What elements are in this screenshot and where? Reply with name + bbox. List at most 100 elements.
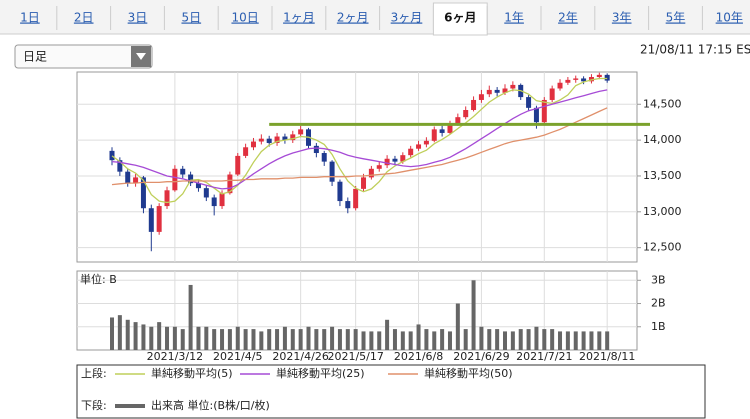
- candle-body: [140, 177, 146, 209]
- tab[interactable]: 3年: [612, 11, 632, 25]
- y-tick-label: 14,000: [643, 133, 682, 146]
- volume-bar: [243, 329, 248, 350]
- volume-bar: [298, 329, 303, 350]
- tab[interactable]: 2ヶ月: [337, 11, 369, 25]
- x-tick-label: 2021/7/21: [516, 350, 572, 363]
- x-tick-label: 2021/3/12: [147, 350, 203, 363]
- tab[interactable]: 6ヶ月: [444, 11, 476, 25]
- volume-bar: [385, 319, 390, 350]
- volume-bar: [369, 331, 374, 350]
- candle-body: [117, 160, 123, 172]
- volume-bar: [377, 331, 382, 350]
- volume-bar: [510, 331, 515, 350]
- candle-body: [353, 188, 359, 209]
- candle-body: [188, 174, 194, 184]
- legend-label: 下段:: [81, 398, 107, 412]
- volume-bar: [172, 326, 177, 350]
- tab[interactable]: 2年: [558, 11, 578, 25]
- x-tick-label: 2021/5/17: [327, 350, 383, 363]
- tab[interactable]: 1ヶ月: [283, 11, 315, 25]
- candle-body: [439, 129, 445, 133]
- volume-bar: [542, 329, 547, 350]
- volume-bar: [125, 319, 130, 350]
- x-tick-label: 2021/8/11: [579, 350, 635, 363]
- candle-body: [423, 140, 429, 145]
- volume-bar: [282, 326, 287, 350]
- volume-bar: [534, 326, 539, 350]
- moving-average-line: [111, 77, 608, 204]
- tab[interactable]: 1年: [504, 11, 524, 25]
- tab[interactable]: 1日: [20, 11, 40, 25]
- candle-body: [376, 165, 382, 169]
- candle-body: [361, 177, 367, 189]
- volume-bar: [188, 284, 193, 350]
- candle-body: [581, 78, 587, 82]
- volume-bar: [267, 329, 272, 350]
- moving-average-line: [111, 89, 608, 190]
- candle-body: [250, 141, 256, 148]
- volume-bar: [133, 322, 138, 350]
- volume-bar: [345, 329, 350, 350]
- dropdown-label[interactable]: 日足: [23, 50, 47, 64]
- tab[interactable]: 5年: [666, 11, 686, 25]
- dropdown-box[interactable]: [14, 44, 153, 69]
- tab[interactable]: 10年: [716, 11, 743, 25]
- candle-body: [258, 138, 264, 142]
- volume-bar: [353, 329, 358, 350]
- period-dropdown[interactable]: 日足: [14, 44, 153, 69]
- volume-bar: [180, 329, 185, 350]
- tab[interactable]: 2日: [74, 11, 94, 25]
- volume-bar: [479, 326, 484, 350]
- candle-body: [447, 123, 453, 133]
- candle-body: [400, 155, 406, 162]
- volume-bar: [212, 329, 217, 350]
- volume-bar: [550, 329, 555, 350]
- candle-body: [125, 171, 131, 184]
- volume-bar: [518, 329, 523, 350]
- candle-body: [533, 107, 539, 123]
- tab[interactable]: 3日: [128, 11, 148, 25]
- volume-bar: [558, 331, 563, 350]
- y-tick-label: 2B: [651, 297, 666, 310]
- candle-body: [203, 188, 209, 198]
- volume-bar: [463, 329, 468, 350]
- candle-body: [211, 197, 217, 207]
- volume-bar: [392, 329, 397, 350]
- y-tick-label: 13,000: [643, 205, 682, 218]
- volume-bar: [220, 329, 225, 350]
- volume-bar: [157, 322, 162, 350]
- y-tick-label: 14,500: [643, 97, 682, 110]
- volume-bar: [424, 329, 429, 350]
- candle-body: [502, 88, 508, 93]
- tab[interactable]: 3ヶ月: [391, 11, 423, 25]
- candle-body: [392, 158, 398, 162]
- y-tick-label: 1B: [651, 320, 666, 333]
- volume-bar: [408, 331, 413, 350]
- volume-bar: [251, 329, 256, 350]
- candle-body: [180, 168, 186, 175]
- tab[interactable]: 10日: [231, 11, 258, 25]
- dropdown-arrow: [136, 53, 146, 60]
- volume-bar: [149, 326, 154, 350]
- candle-body: [471, 99, 477, 110]
- volume-bar: [432, 331, 437, 350]
- candle-body: [266, 138, 272, 143]
- tab[interactable]: 5日: [181, 11, 201, 25]
- candle-body: [588, 77, 594, 82]
- candle-body: [416, 144, 422, 149]
- candle-body: [243, 147, 249, 156]
- candle-body: [164, 190, 170, 207]
- candle-body: [557, 82, 563, 89]
- candle-body: [604, 74, 610, 81]
- candle-body: [486, 89, 492, 95]
- candle-body: [345, 201, 351, 209]
- volume-bar: [322, 329, 327, 350]
- volume-bar: [165, 326, 170, 350]
- volume-bar: [589, 331, 594, 350]
- x-tick-label: 2021/6/29: [453, 350, 509, 363]
- volume-bar: [259, 331, 264, 350]
- candle-body: [549, 88, 555, 100]
- candle-body: [478, 94, 484, 100]
